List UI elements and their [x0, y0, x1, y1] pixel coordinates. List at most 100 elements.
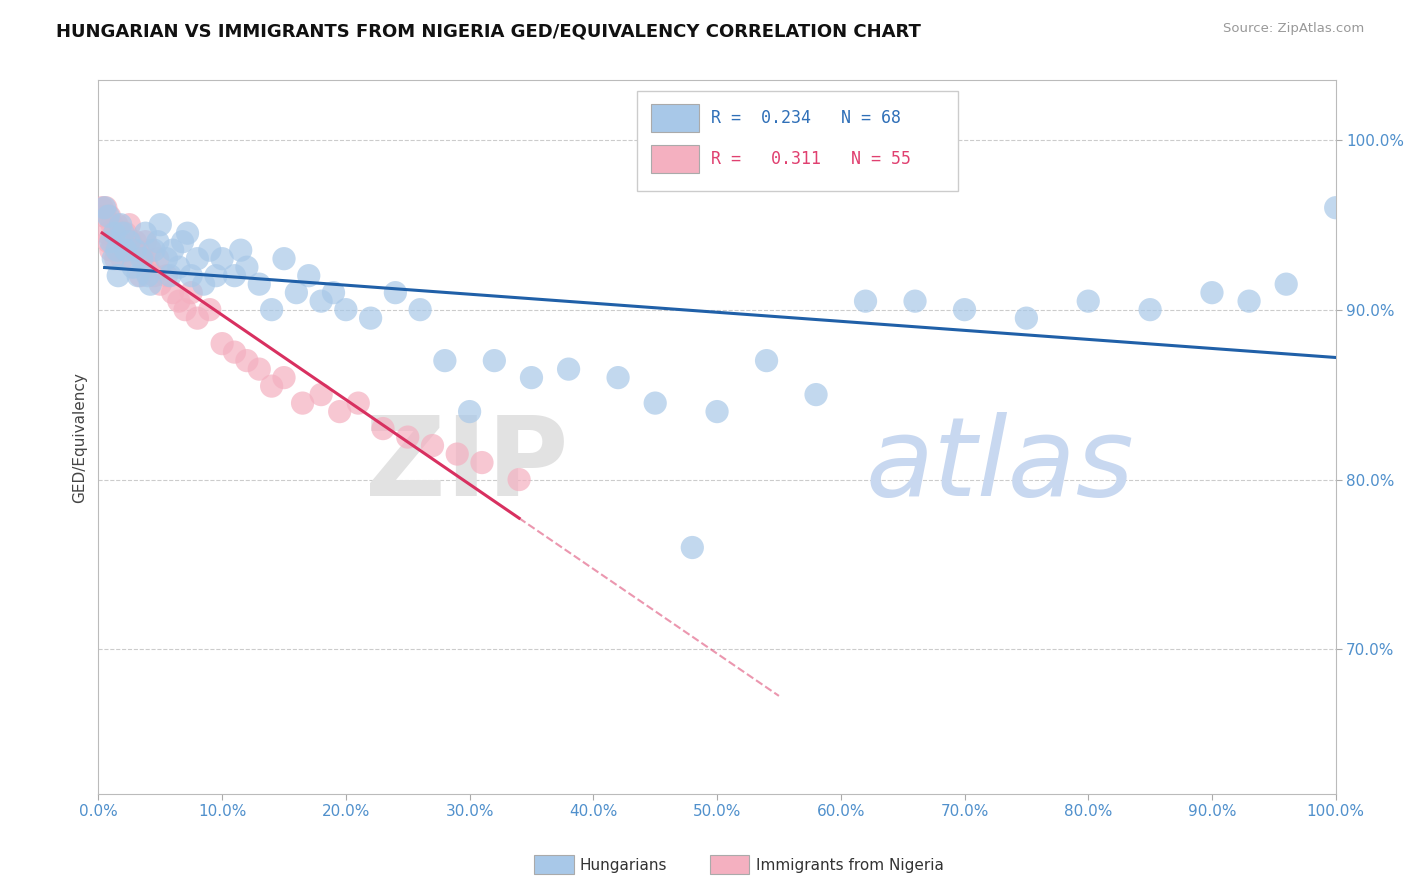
Point [117, 243, 139, 257]
Point [110, 226, 132, 240]
Point [422, 439, 444, 453]
Point [273, 252, 295, 266]
Point [107, 268, 129, 283]
Point [172, 235, 194, 249]
Text: Source: ZipAtlas.com: Source: ZipAtlas.com [1223, 22, 1364, 36]
Point [298, 268, 321, 283]
Point [112, 226, 135, 240]
Point [118, 218, 141, 232]
Point [224, 345, 246, 359]
Point [1201, 285, 1223, 300]
Point [855, 294, 877, 309]
Point [122, 260, 145, 275]
Point [159, 268, 181, 283]
Point [146, 252, 169, 266]
Point [103, 235, 125, 249]
Point [122, 252, 145, 266]
Point [371, 421, 394, 435]
Point [97, 209, 120, 223]
Point [134, 226, 156, 240]
Text: R =   0.311   N = 55: R = 0.311 N = 55 [711, 150, 911, 168]
Point [1015, 311, 1038, 326]
Point [101, 218, 124, 232]
Point [180, 268, 202, 283]
Point [105, 243, 128, 257]
Point [112, 235, 135, 249]
Point [260, 302, 283, 317]
Point [136, 260, 159, 275]
Point [384, 285, 406, 300]
Y-axis label: GED/Equivalency: GED/Equivalency [72, 372, 87, 502]
Point [508, 473, 530, 487]
Point [706, 404, 728, 418]
Point [1275, 277, 1298, 292]
Point [236, 353, 259, 368]
Point [131, 252, 153, 266]
Point [755, 353, 778, 368]
Point [224, 268, 246, 283]
Point [186, 252, 208, 266]
Point [291, 396, 314, 410]
Point [360, 311, 382, 326]
Text: Immigrants from Nigeria: Immigrants from Nigeria [756, 858, 945, 872]
Point [247, 277, 270, 292]
Point [124, 243, 146, 257]
Point [91, 201, 114, 215]
Point [458, 404, 481, 418]
Point [127, 268, 149, 283]
Text: ZIP: ZIP [366, 412, 568, 519]
Point [129, 268, 152, 283]
Text: Hungarians: Hungarians [579, 858, 666, 872]
Point [167, 294, 190, 309]
FancyBboxPatch shape [637, 91, 959, 191]
Point [557, 362, 579, 376]
Point [347, 396, 370, 410]
Point [105, 218, 128, 232]
Point [953, 302, 976, 317]
Point [904, 294, 927, 309]
Point [97, 235, 120, 249]
Point [127, 243, 149, 257]
Point [396, 430, 419, 444]
Point [162, 243, 184, 257]
Point [100, 235, 122, 249]
Point [103, 226, 125, 240]
Text: atlas: atlas [866, 412, 1135, 519]
Point [167, 260, 190, 275]
Point [1324, 201, 1347, 215]
Point [186, 311, 208, 326]
Point [143, 268, 166, 283]
Point [124, 235, 146, 249]
Point [93, 209, 115, 223]
Point [193, 277, 215, 292]
Point [236, 260, 259, 275]
Point [198, 302, 221, 317]
Point [111, 252, 134, 266]
Point [114, 243, 136, 257]
Point [247, 362, 270, 376]
Point [484, 353, 506, 368]
Point [335, 302, 357, 317]
Point [1077, 294, 1099, 309]
Point [143, 243, 166, 257]
Point [471, 456, 494, 470]
Point [104, 252, 127, 266]
Point [103, 226, 125, 240]
Point [149, 218, 172, 232]
Point [108, 243, 131, 257]
Point [146, 235, 169, 249]
Point [433, 353, 456, 368]
Point [100, 243, 122, 257]
Point [180, 285, 202, 300]
Point [134, 235, 156, 249]
Point [107, 235, 129, 249]
Point [211, 252, 233, 266]
Point [103, 252, 125, 266]
Point [285, 285, 308, 300]
Point [139, 277, 162, 292]
Point [681, 541, 703, 555]
Point [211, 336, 233, 351]
Point [94, 201, 117, 215]
Point [98, 209, 121, 223]
Point [155, 252, 177, 266]
